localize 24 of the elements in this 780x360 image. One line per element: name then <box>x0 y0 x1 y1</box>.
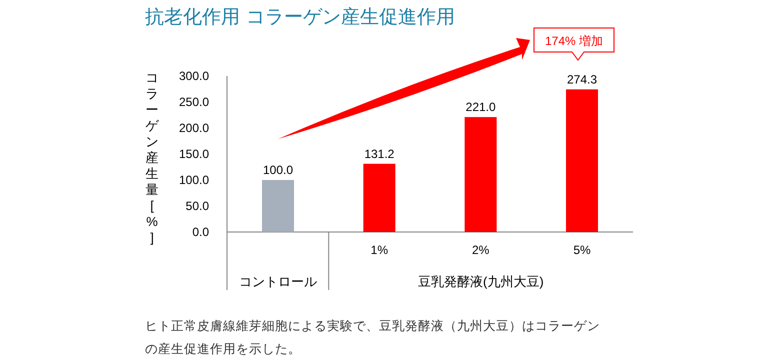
text: 174% 増加 <box>544 34 604 48</box>
y-tick-label: 50.0 <box>186 199 210 213</box>
bar <box>363 164 396 232</box>
data-label: 100.0 <box>262 163 294 177</box>
y-tick-label: 300.0 <box>178 69 210 83</box>
x-tick-label: 1% <box>370 243 388 257</box>
x-tick-label: 2% <box>472 243 490 257</box>
text: ヒト正常皮膚線維芽細胞による実験で、豆乳発酵液（九州大豆）はコラーゲンの産生促進作用を示した。 <box>145 318 600 356</box>
y-tick-label: 100.0 <box>178 173 210 187</box>
data-label: 274.3 <box>566 72 598 86</box>
data-label: 131.2 <box>364 146 395 161</box>
y-tick-label: 150.0 <box>178 147 210 161</box>
bar <box>262 180 294 232</box>
text: 豆乳発酵液(九州大豆) <box>418 274 544 289</box>
data-label: 221.0 <box>466 100 496 114</box>
chart-title: 抗老化作用 コラーゲン産生促進作用 <box>145 6 456 28</box>
text: コラーゲン産生量[%] <box>146 70 158 245</box>
bar <box>566 89 598 232</box>
x-tick-label: 5% <box>573 243 591 257</box>
y-tick-label: 250.0 <box>178 95 210 109</box>
bar <box>464 117 497 232</box>
y-tick-label: 200.0 <box>178 121 210 135</box>
text: コントロール <box>238 274 317 289</box>
y-tick-label: 0.0 <box>192 225 210 239</box>
